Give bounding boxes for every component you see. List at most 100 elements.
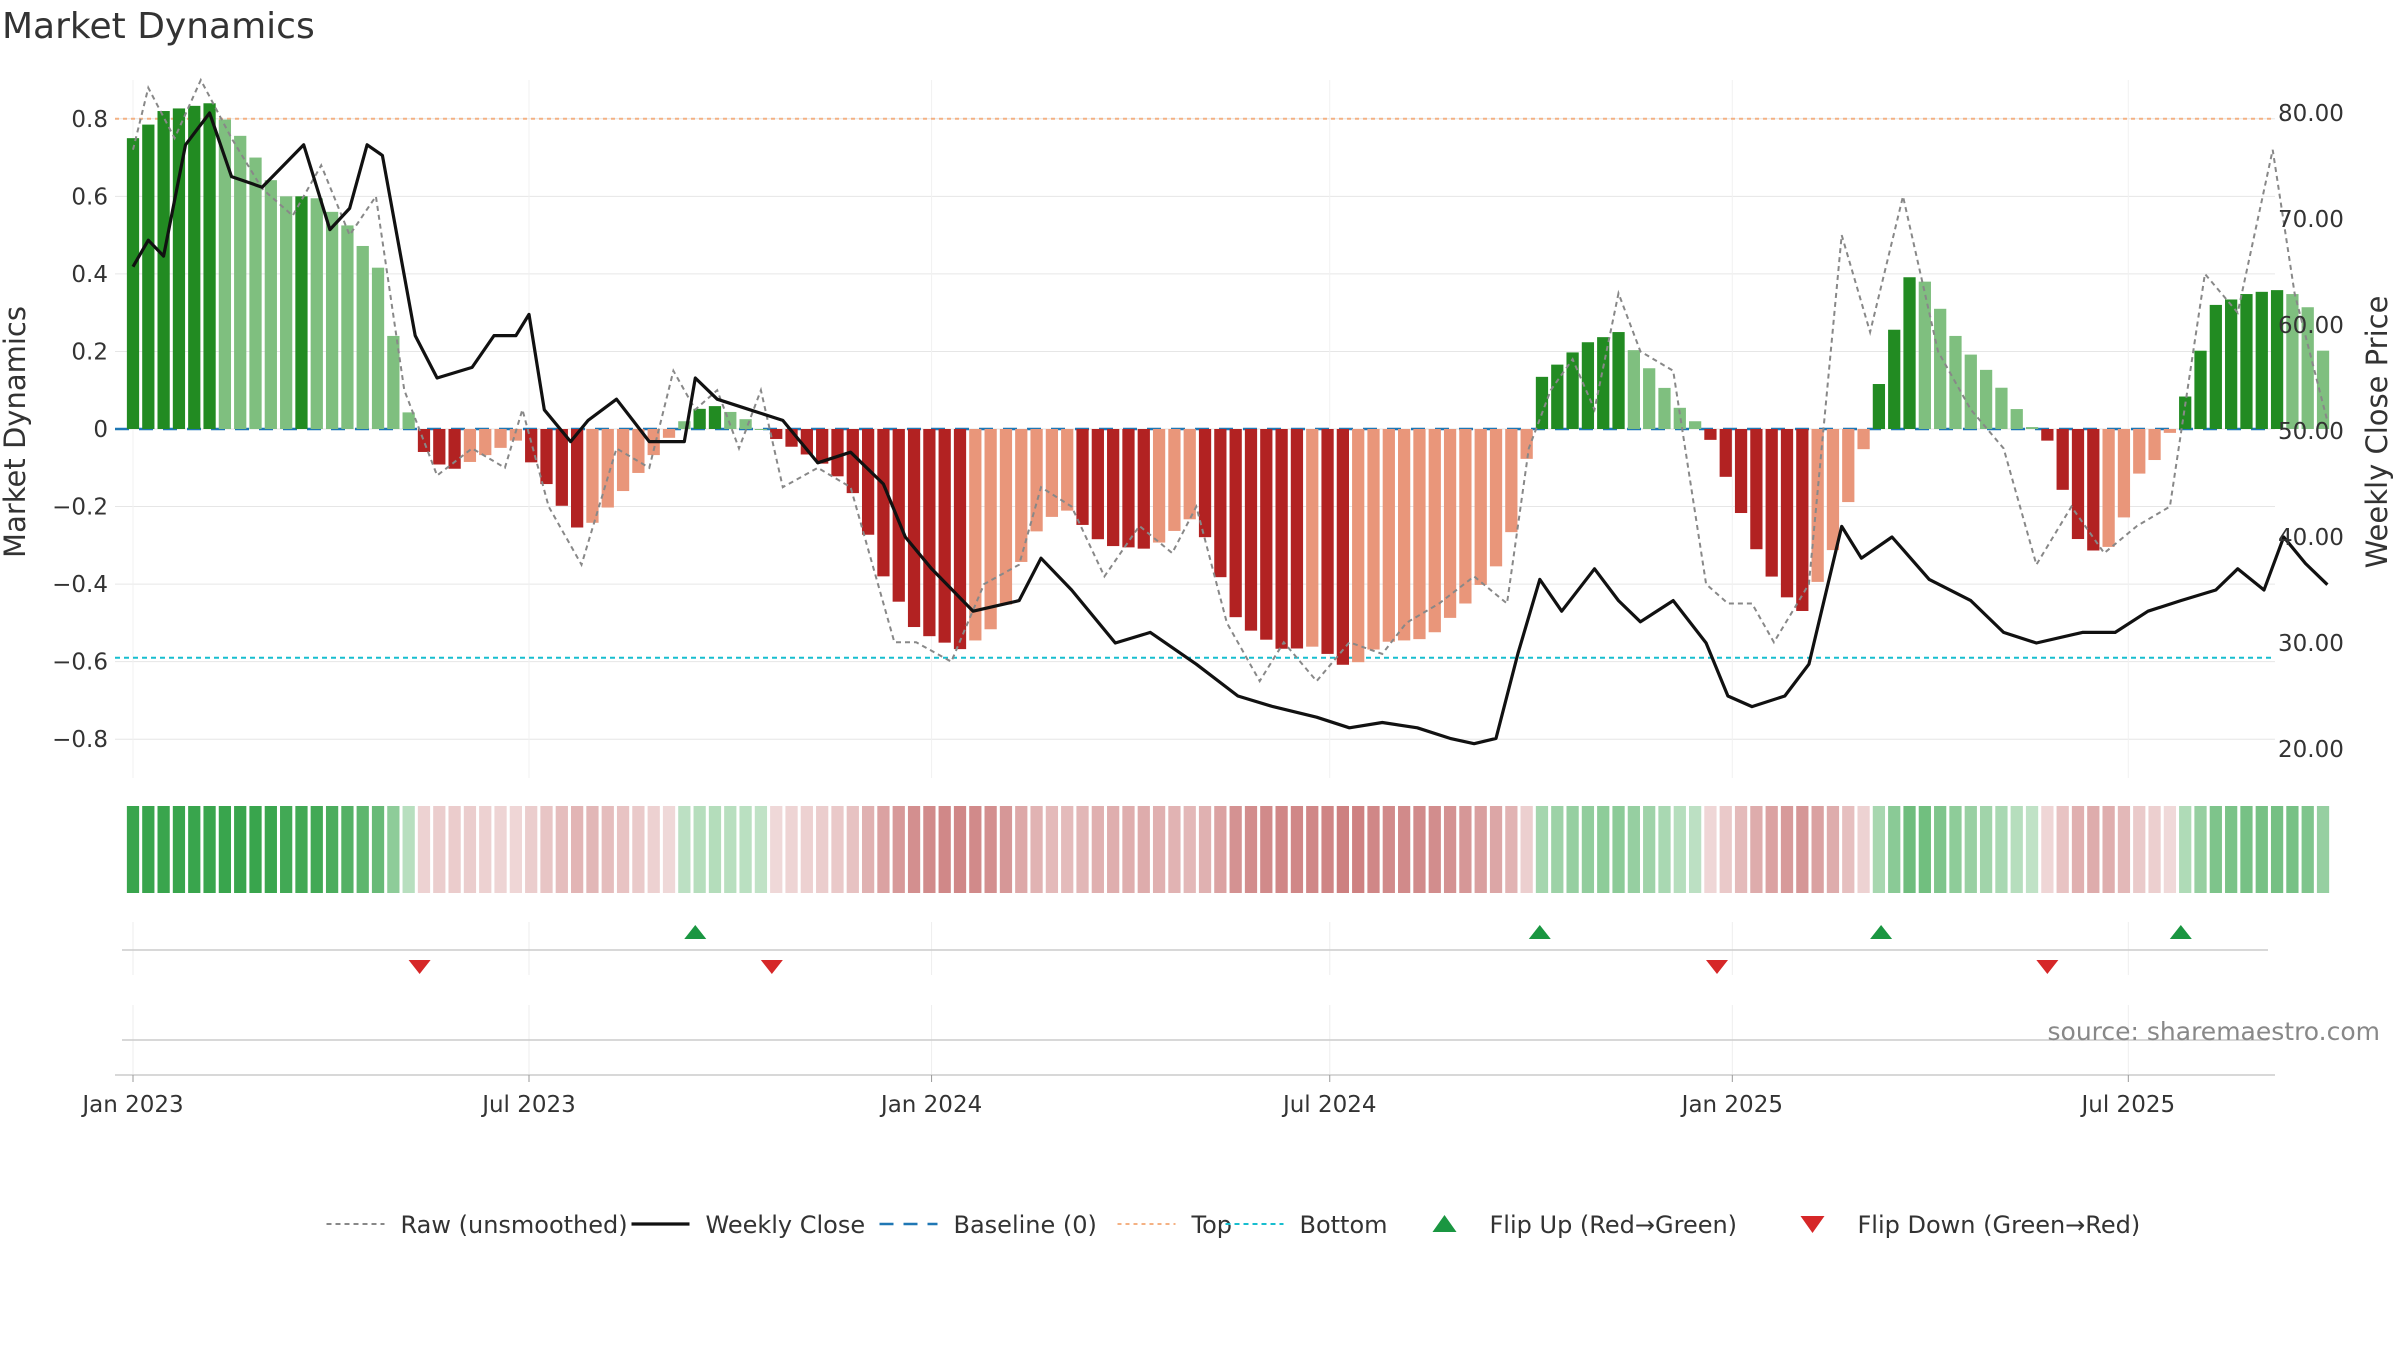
regime-cell xyxy=(785,806,798,893)
dynamics-bar xyxy=(2056,429,2069,490)
dynamics-bar xyxy=(1198,429,1212,538)
regime-strip xyxy=(126,806,2330,893)
dynamics-bar xyxy=(1352,429,1365,663)
regime-cell xyxy=(1398,806,1411,893)
regime-cell xyxy=(2117,806,2131,893)
regime-cell xyxy=(1076,806,1089,893)
regime-cell xyxy=(969,806,982,893)
dynamics-bar xyxy=(1566,352,1579,429)
regime-cell xyxy=(1903,806,1916,893)
regime-cell xyxy=(325,806,339,893)
regime-cell xyxy=(555,806,568,893)
regime-cell xyxy=(264,806,277,893)
regime-cell xyxy=(1030,806,1043,893)
right-tick-label: 50.00 xyxy=(2278,419,2344,445)
regime-cell xyxy=(984,806,997,893)
regime-cell xyxy=(2316,806,2330,893)
regime-cell xyxy=(724,806,737,893)
dynamics-bars xyxy=(126,103,2330,665)
dynamics-bar xyxy=(1321,429,1334,654)
regime-cell xyxy=(341,806,354,893)
dynamics-bar xyxy=(249,157,262,430)
regime-cell xyxy=(1275,806,1288,893)
dynamics-bar xyxy=(555,429,568,506)
dynamics-bar xyxy=(1765,429,1778,577)
dynamics-bar xyxy=(2225,299,2238,429)
regime-cell xyxy=(172,806,186,893)
dynamics-bar xyxy=(938,429,951,643)
regime-cell xyxy=(1765,806,1778,893)
regime-cell xyxy=(2301,806,2314,893)
regime-cell xyxy=(1704,806,1717,893)
dynamics-bar xyxy=(1290,429,1304,649)
dynamics-bar xyxy=(203,103,216,430)
dynamics-bar xyxy=(907,429,921,628)
legend-label: Flip Down (Green→Red) xyxy=(1858,1211,2141,1239)
dynamics-bar xyxy=(1964,354,1977,429)
dynamics-bar xyxy=(2010,409,2023,429)
dynamics-bar xyxy=(1214,429,1227,578)
regime-cell xyxy=(1780,806,1794,893)
regime-cell xyxy=(739,806,752,893)
dynamics-bar xyxy=(1979,369,1993,429)
regime-cell xyxy=(203,806,216,893)
right-tick-label: 70.00 xyxy=(2278,207,2344,233)
right-axis-label: Weekly Close Price xyxy=(2360,296,2394,569)
dynamics-bar xyxy=(571,429,584,528)
regime-cell xyxy=(1214,806,1227,893)
regime-cell xyxy=(2225,806,2238,893)
regime-cell xyxy=(2071,806,2085,893)
dynamics-bar xyxy=(509,429,522,441)
regime-cell xyxy=(2179,806,2192,893)
dynamics-bar xyxy=(831,429,844,477)
dynamics-bar xyxy=(1750,429,1763,550)
dynamics-bar xyxy=(1122,429,1135,548)
regime-cell xyxy=(1229,806,1242,893)
regime-cell xyxy=(387,806,400,893)
regime-cell xyxy=(2255,806,2268,893)
dynamics-bar xyxy=(188,105,201,429)
dynamics-bar xyxy=(525,429,538,463)
regime-cell xyxy=(142,806,155,893)
dynamics-bar xyxy=(2286,294,2299,429)
dynamics-bar xyxy=(586,429,599,523)
dynamics-bar xyxy=(816,429,829,464)
dynamics-bar xyxy=(402,412,415,429)
left-tick-label: −0.4 xyxy=(52,572,108,598)
dynamics-bar xyxy=(356,245,369,429)
x-tick-label: Jul 2025 xyxy=(2080,1092,2176,1118)
chart-title: Market Dynamics xyxy=(2,6,315,47)
dynamics-bar xyxy=(846,429,859,494)
dynamics-bar xyxy=(892,429,905,602)
dynamics-bar xyxy=(234,135,247,429)
legend-label: Weekly Close xyxy=(706,1211,866,1239)
dynamics-bar xyxy=(662,429,676,438)
legend-label: Flip Up (Red→Green) xyxy=(1490,1211,1738,1239)
left-axis-label: Market Dynamics xyxy=(0,306,32,558)
regime-cell xyxy=(310,806,323,893)
left-tick-label: −0.2 xyxy=(52,495,108,521)
regime-cell xyxy=(1168,806,1181,893)
left-tick-label: 0.2 xyxy=(71,339,108,365)
regime-cell xyxy=(1643,806,1656,893)
regime-cell xyxy=(1673,806,1686,893)
regime-cell xyxy=(433,806,446,893)
dynamics-bar xyxy=(1398,429,1411,641)
dynamics-bar xyxy=(1888,329,1901,429)
regime-cell xyxy=(1750,806,1763,893)
regime-cell xyxy=(157,806,170,893)
dynamics-bar xyxy=(1382,429,1395,642)
dynamics-bar xyxy=(2163,429,2177,433)
regime-cell xyxy=(1627,806,1640,893)
dynamics-bar xyxy=(1244,429,1258,631)
dynamics-bar xyxy=(448,429,461,469)
regime-cell xyxy=(1796,806,1809,893)
regime-cell xyxy=(2240,806,2253,893)
dynamics-bar xyxy=(877,429,890,577)
dynamics-bar xyxy=(1459,429,1472,604)
dynamics-bar xyxy=(1413,429,1426,640)
dynamics-bar xyxy=(479,429,492,456)
dynamics-bar xyxy=(2041,429,2054,441)
dynamics-bar xyxy=(280,196,293,429)
regime-cell xyxy=(448,806,461,893)
